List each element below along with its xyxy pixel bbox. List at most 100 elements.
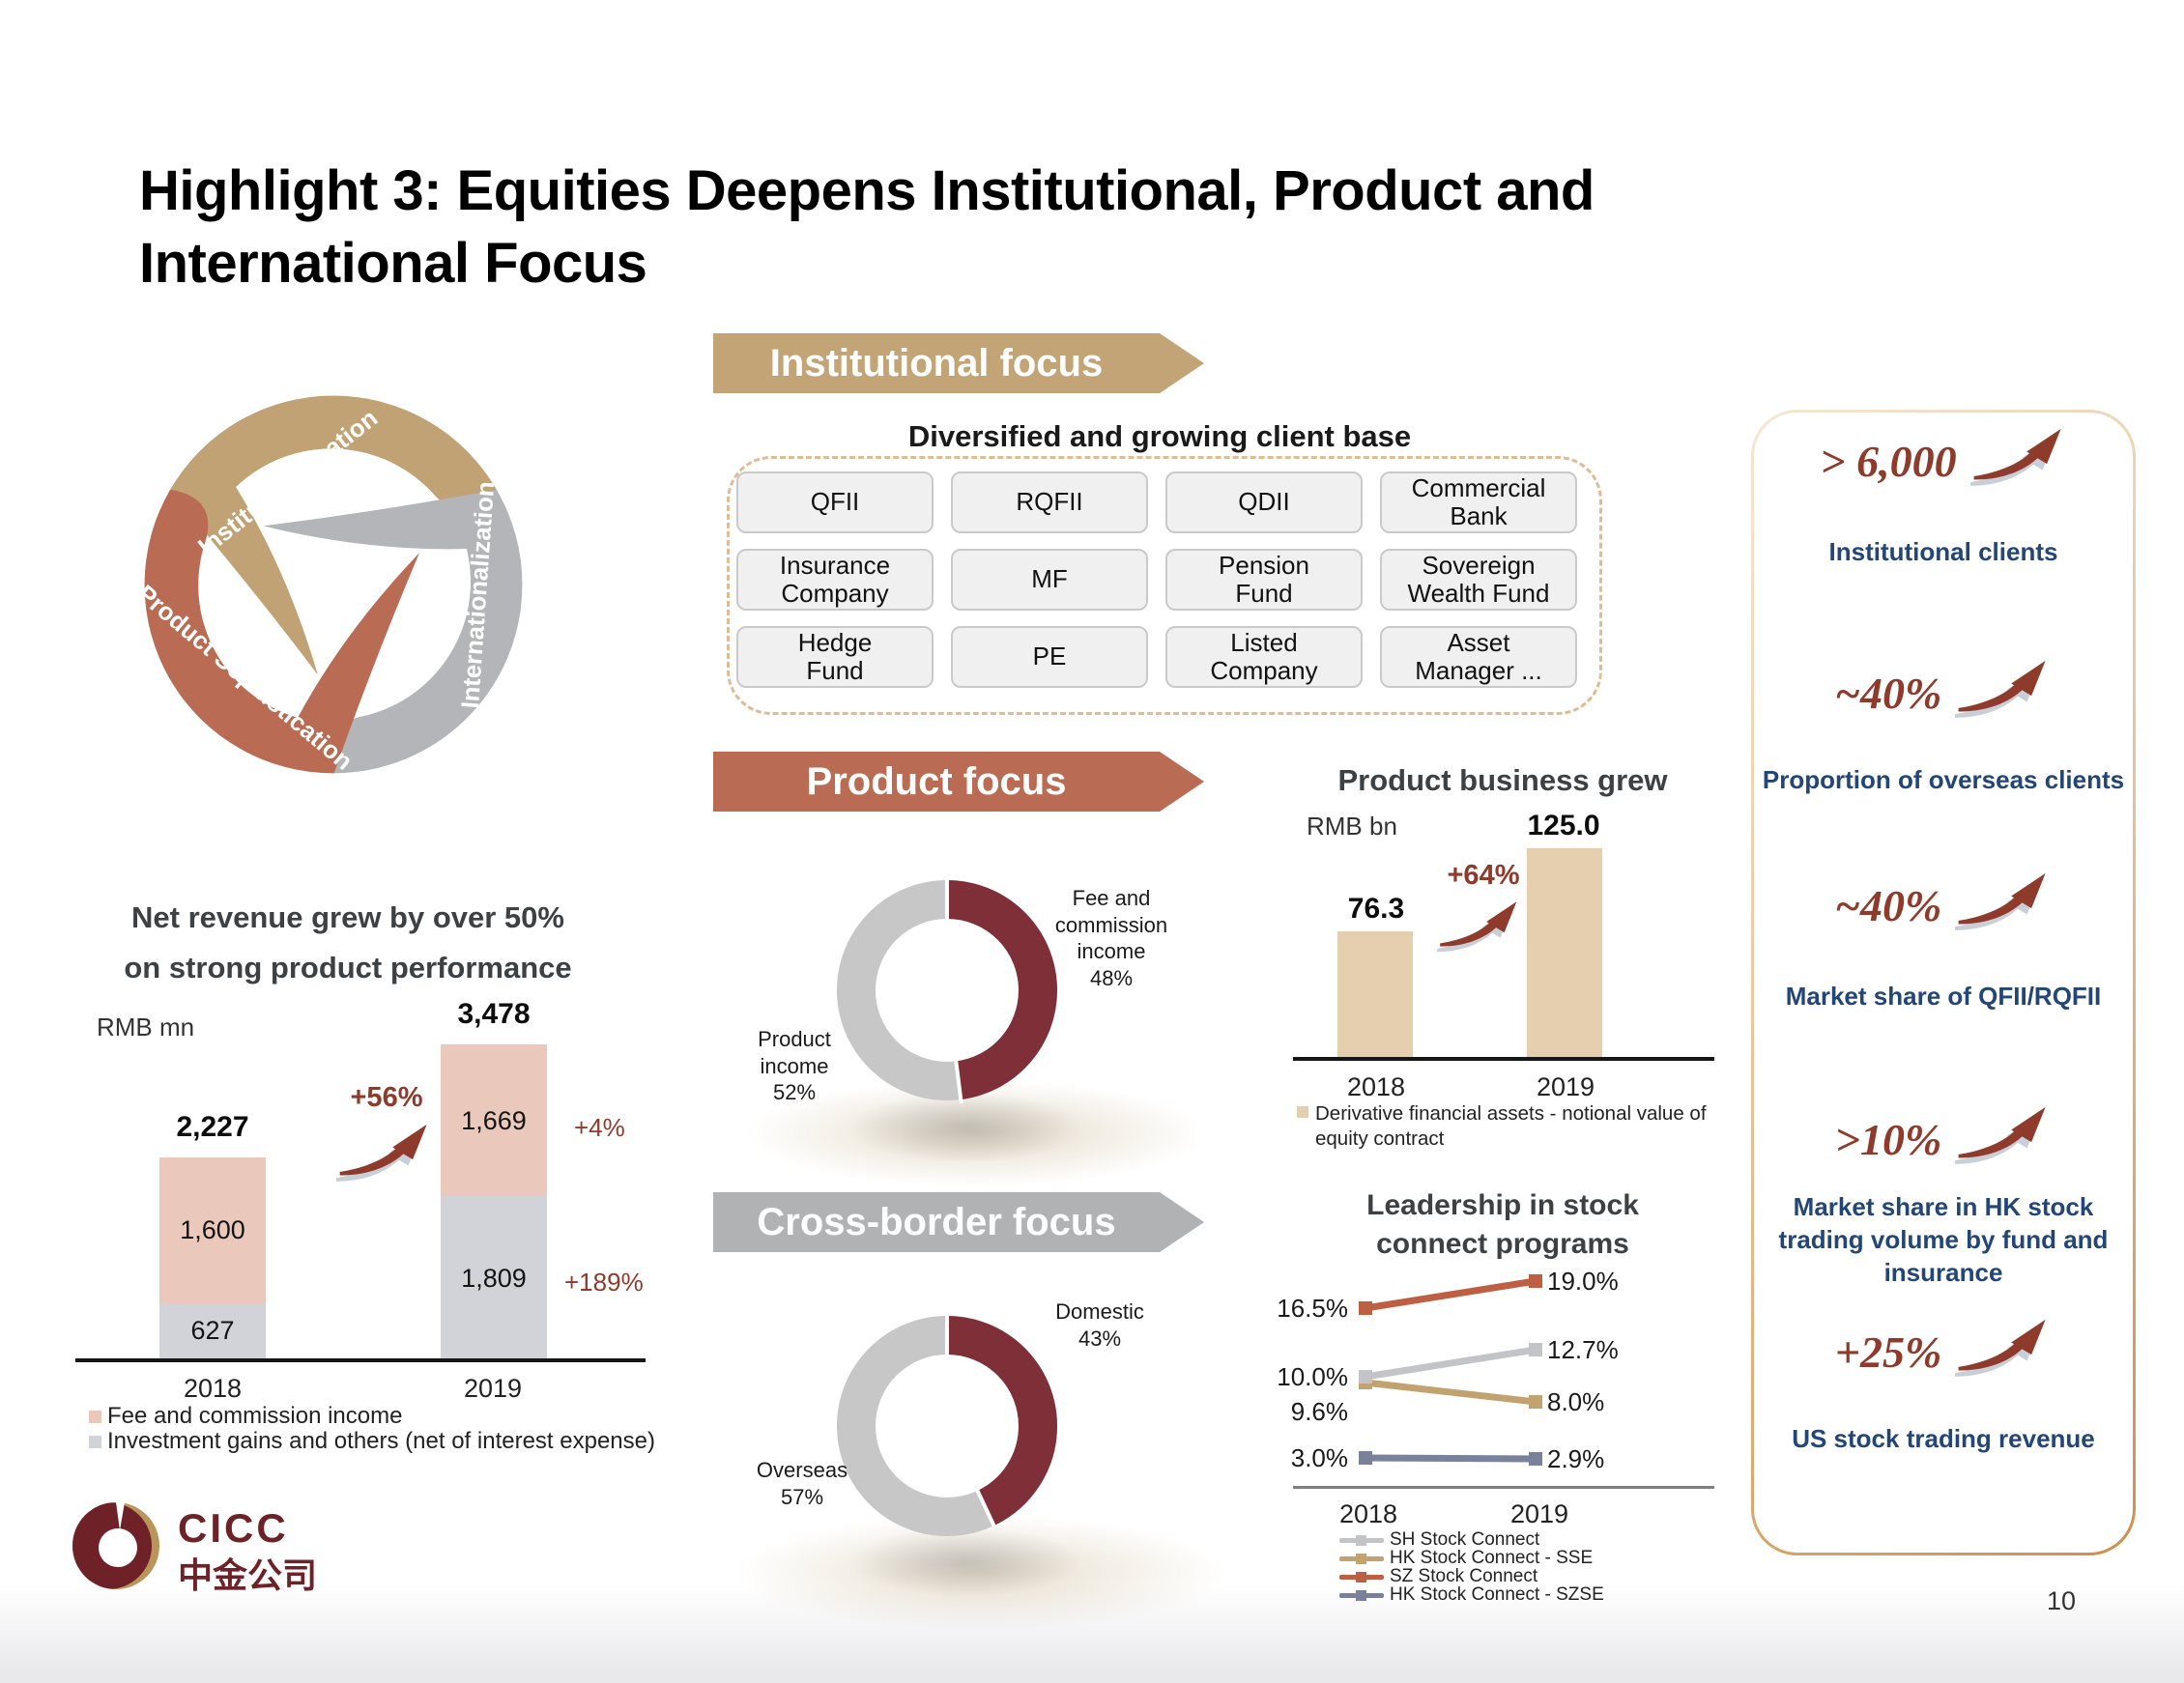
sc-sz-left: 16.5% [1277, 1294, 1348, 1323]
pb-year-2019: 2019 [1536, 1072, 1595, 1101]
sc-sh-left: 10.0% [1277, 1362, 1348, 1391]
pb-growth-arrow-icon [1437, 899, 1522, 953]
client-box-qdii: QDII [1165, 471, 1363, 533]
client-box-rqfii: RQFII [951, 471, 1148, 533]
banner-cross-border-focus: Cross-border focus [713, 1192, 1204, 1252]
stat-overseas-clients-caption: Proportion of overseas clients [1762, 765, 2125, 794]
client-box-insurance: Insurance Company [736, 549, 934, 611]
net-revenue-unit: RMB mn [97, 1013, 195, 1041]
legend-fee-swatch [89, 1410, 101, 1423]
bar-2019-investment-segment [441, 1196, 547, 1358]
pb-value-2019: 125.0 [1527, 810, 1600, 842]
sc-sh-right: 12.7% [1547, 1335, 1619, 1364]
banner-institutional-focus: Institutional focus [713, 333, 1204, 393]
stock-connect-lines [1359, 1274, 1542, 1466]
pb-value-2018: 76.3 [1347, 893, 1405, 925]
sc-legend-sz: SZ Stock Connect [1339, 1566, 1537, 1587]
pb-bar-2019 [1527, 848, 1602, 1057]
cycle-arc-internationalization [263, 489, 523, 774]
pb-growth: +64% [1447, 860, 1520, 891]
pb-legend-swatch [1297, 1106, 1308, 1118]
client-box-commercial-bank: Commercial Bank [1380, 471, 1577, 533]
client-box-qfii: QFII [736, 471, 934, 533]
up-arrow-icon [1955, 869, 2052, 932]
stat-institutional-clients-value: > 6,000 [1754, 434, 2133, 488]
geo-donut-label-overseas: Overseas 57% [756, 1458, 848, 1509]
client-box-pe: PE [951, 626, 1148, 688]
client-box-asset-manager: Asset Manager ... [1380, 626, 1577, 688]
page-number: 10 [2046, 1586, 2077, 1615]
banner-product-focus: Product focus [713, 752, 1204, 812]
pb-bar-2018 [1337, 931, 1413, 1057]
sc-year-2018: 2018 [1338, 1499, 1398, 1528]
pb-year-2018: 2018 [1346, 1072, 1406, 1101]
sc-legend-hksse: HK Stock Connect - SSE [1339, 1548, 1593, 1569]
legend-investment-swatch [89, 1435, 101, 1448]
income-donut-label-fee: Fee and commission income 48% [1054, 886, 1168, 990]
sc-hkszse-right: 2.9% [1547, 1444, 1605, 1473]
client-box-hedge-fund: Hedge Fund [736, 626, 934, 688]
pb-axis [1293, 1057, 1714, 1061]
fee-growth-label: +4% [574, 1113, 625, 1142]
growth-arrow-icon [336, 1121, 433, 1183]
bar-2019-fee-segment [441, 1044, 547, 1196]
client-base-title: Diversified and growing client base [907, 419, 1412, 453]
net-revenue-year-2018: 2018 [183, 1374, 243, 1403]
net-revenue-axis [75, 1358, 646, 1362]
net-revenue-subtitle: on strong product performance [124, 951, 572, 984]
net-revenue-growth: +56% [350, 1082, 423, 1113]
cycle-arc-product-sophistication [144, 489, 419, 774]
bar-2018-investment-segment [159, 1303, 266, 1358]
sc-legend-sh-swatch [1339, 1534, 1384, 1546]
sc-hkszse-left: 3.0% [1290, 1443, 1348, 1472]
client-box-mf: MF [951, 549, 1148, 611]
stat-qfii-share-caption: Market share of QFII/RQFII [1785, 982, 2102, 1011]
net-revenue-year-2019: 2019 [463, 1374, 523, 1403]
sc-legend-hkszse-swatch [1339, 1589, 1384, 1601]
stat-us-trading-caption: US stock trading revenue [1792, 1424, 2095, 1453]
sc-legend-hksse-swatch [1339, 1553, 1384, 1564]
sc-legend-sz-swatch [1339, 1571, 1384, 1583]
cicc-logo-latin: CICC [178, 1505, 289, 1551]
cycle-arc-institutionalization [169, 395, 498, 675]
legend-investment-gains: Investment gains and others (net of inte… [89, 1428, 655, 1455]
bar-2019-fee-value: 1,669 [461, 1106, 527, 1135]
legend-fee-income: Fee and commission income [89, 1403, 402, 1430]
client-box-listed-company: Listed Company [1165, 626, 1363, 688]
stat-qfii-share-value: ~40% [1754, 878, 2133, 932]
page-title: Highlight 3: Equities Deepens Institutio… [139, 159, 1595, 296]
client-box-sovereign-wealth-fund: Sovereign Wealth Fund [1380, 549, 1577, 611]
sc-hksse-left: 9.6% [1290, 1397, 1348, 1426]
cicc-logo-icon [72, 1502, 159, 1589]
product-business-title: Product business grew [1337, 763, 1668, 797]
stat-us-trading-value: +25% [1754, 1325, 2133, 1379]
product-business-unit: RMB bn [1307, 812, 1397, 841]
bar-2018-fee-value: 1,600 [180, 1215, 245, 1244]
strategy-cycle-diagram: Institutionalization Internationalizatio… [131, 395, 523, 776]
sc-hksse-right: 8.0% [1547, 1387, 1605, 1416]
highlights-panel: > 6,000 Institutional clients ~40% Propo… [1751, 410, 2136, 1555]
investment-growth-label: +189% [564, 1268, 644, 1297]
stat-hk-share-value: >10% [1754, 1112, 2133, 1166]
income-mix-donut [837, 876, 1057, 1104]
geo-donut-label-domestic: Domestic 43% [1055, 1299, 1144, 1351]
up-arrow-icon [1955, 1102, 2052, 1166]
cicc-logo-chinese: 中金公司 [178, 1555, 318, 1595]
bar-2018-investment-value: 627 [190, 1316, 235, 1345]
bar-2018-fee-segment [159, 1157, 266, 1303]
net-revenue-title: Net revenue grew by over 50% [131, 900, 564, 934]
stat-hk-share-caption: Market share in HK stock trading volume … [1778, 1192, 2109, 1287]
income-donut-label-product: Product income 52% [758, 1027, 831, 1104]
stat-institutional-clients-caption: Institutional clients [1828, 537, 2058, 566]
client-base-container [727, 456, 1602, 715]
sc-year-2019: 2019 [1509, 1499, 1569, 1528]
sc-legend-hkszse: HK Stock Connect - SZSE [1339, 1584, 1604, 1606]
up-arrow-icon [1970, 424, 2067, 488]
client-box-pension-fund: Pension Fund [1165, 549, 1363, 611]
up-arrow-icon [1955, 656, 2052, 720]
sc-legend-sh: SH Stock Connect [1339, 1529, 1539, 1551]
stat-overseas-clients-value: ~40% [1754, 666, 2133, 720]
geo-mix-donut [837, 1312, 1057, 1536]
stock-connect-axis [1293, 1486, 1714, 1489]
